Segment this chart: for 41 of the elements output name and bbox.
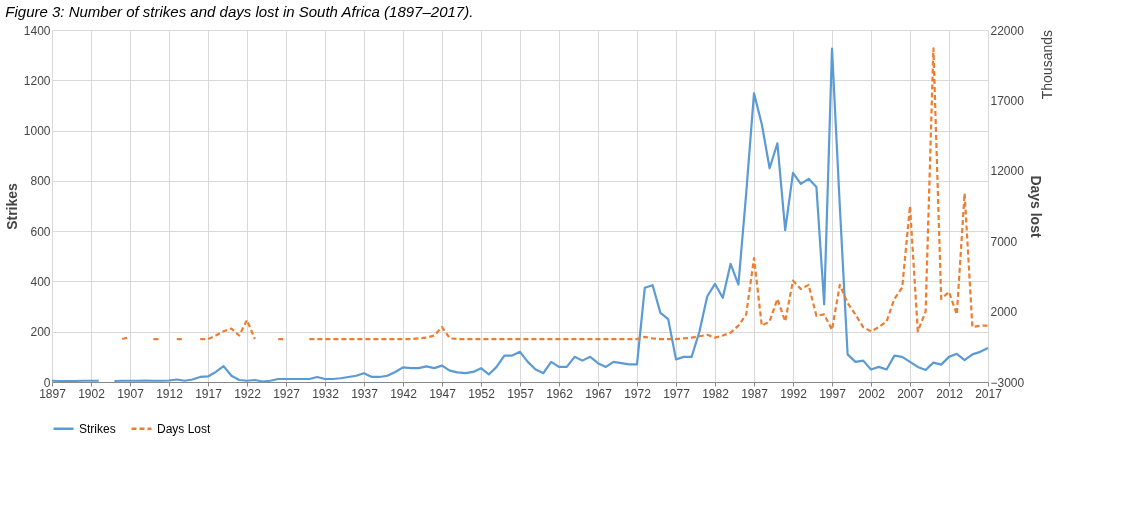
- y2-axis-title: Days lost: [1028, 175, 1045, 238]
- y2-tick-label: 2000: [990, 305, 1018, 320]
- chart-title: Figure 3: Number of strikes and days lost in South Africa (1897–2017).: [5, 3, 474, 20]
- text: Thousands: [1039, 30, 1055, 100]
- y2-tick-label: 17000: [990, 93, 1025, 108]
- x-tick-label: 1987: [741, 386, 769, 401]
- x-tick-label: 1967: [585, 386, 613, 401]
- y-tick-label: 1200: [23, 73, 51, 88]
- x-tick-label: 1992: [780, 386, 808, 401]
- y2-tick-label: 7000: [990, 234, 1018, 249]
- x-tick-label: 1902: [78, 386, 106, 401]
- y-tick-label: 800: [30, 174, 51, 189]
- x-tick-label: 1927: [273, 386, 301, 401]
- x-tick-label: 1957: [507, 386, 535, 401]
- y-tick-label: 1000: [23, 124, 51, 139]
- x-tick-label: 1937: [351, 386, 379, 401]
- x-tick-label: 1932: [312, 386, 340, 401]
- x-tick-label: 1912: [156, 386, 184, 401]
- y-tick-label: 200: [30, 325, 51, 340]
- x-tick-label: 2012: [936, 386, 964, 401]
- y2-tick-label: 12000: [990, 164, 1025, 179]
- x-tick-label: 1977: [663, 386, 691, 401]
- y2-tick-label: 22000: [990, 23, 1025, 38]
- y-axis-title: Strikes: [3, 182, 20, 230]
- x-tick-label: 1942: [390, 386, 418, 401]
- x-tick-label: 1917: [195, 386, 223, 401]
- legend-label: Days Lost: [157, 421, 212, 436]
- y-tick-label: 1400: [23, 23, 51, 38]
- legend-label: Strikes: [79, 421, 116, 436]
- x-tick-label: 1997: [819, 386, 847, 401]
- x-tick-label: 1907: [117, 386, 145, 401]
- x-tick-label: 1922: [234, 386, 262, 401]
- x-tick-label: 1952: [468, 386, 496, 401]
- x-tick-label: 1972: [624, 386, 652, 401]
- x-tick-label: 1947: [429, 386, 457, 401]
- x-tick-label: 1962: [546, 386, 574, 401]
- y-tick-label: 400: [30, 274, 51, 289]
- x-tick-label: 2002: [858, 386, 886, 401]
- x-tick-label: 2007: [897, 386, 925, 401]
- x-tick-label: 1982: [702, 386, 730, 401]
- y-tick-label: 600: [30, 224, 51, 239]
